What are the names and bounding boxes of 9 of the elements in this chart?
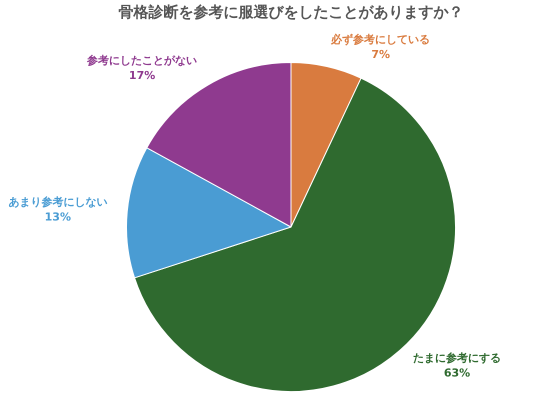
slice-label: 参考にしたことがない	[86, 54, 198, 68]
slice-label: たまに参考にする	[413, 351, 502, 364]
data-label: 7%	[371, 48, 390, 61]
data-label: 63%	[444, 366, 470, 380]
data-label: 13%	[44, 210, 71, 224]
chart-title: 骨格診断を参考に服選びをしたことがありますか？	[118, 2, 464, 21]
slice-label: あまり参考にしない	[8, 195, 108, 208]
slice-label: 必ず参考にしている	[330, 32, 430, 46]
data-label: 17%	[128, 69, 156, 82]
